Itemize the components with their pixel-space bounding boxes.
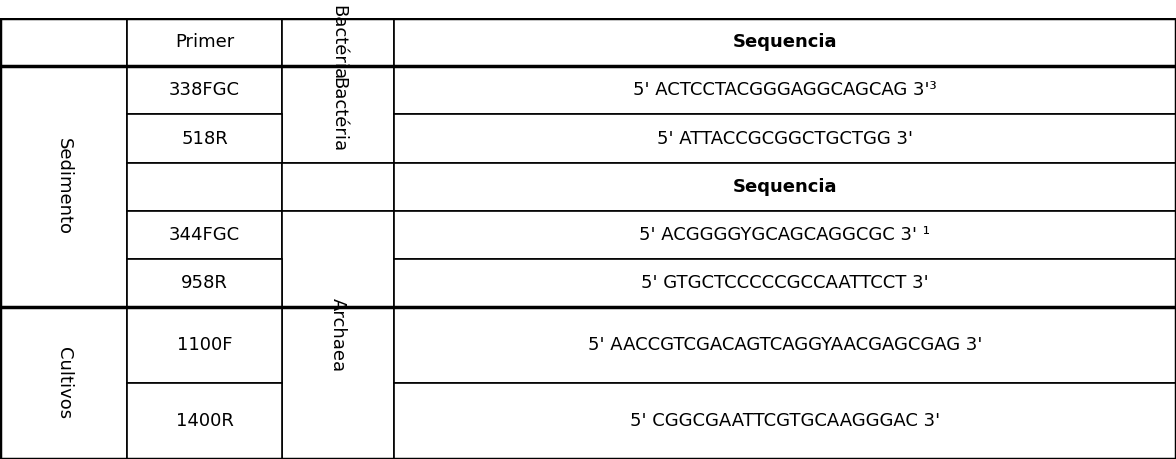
Bar <box>127 18 282 67</box>
Bar <box>127 114 282 162</box>
Bar <box>394 162 1176 211</box>
Text: 5' ATTACCGCGGCTGCTGG 3': 5' ATTACCGCGGCTGCTGG 3' <box>657 129 913 147</box>
Bar <box>394 383 1176 459</box>
Text: Sequencia: Sequencia <box>733 178 837 196</box>
Bar <box>0 67 127 307</box>
Bar <box>394 67 1176 114</box>
Text: 5' ACGGGGYGCAGCAGGCGC 3' ¹: 5' ACGGGGYGCAGCAGGCGC 3' ¹ <box>640 226 930 244</box>
Text: 1400R: 1400R <box>175 412 234 430</box>
Text: Primer: Primer <box>175 34 234 51</box>
Text: Sequencia: Sequencia <box>733 34 837 51</box>
Bar <box>0 307 127 459</box>
Text: Cultivos: Cultivos <box>54 347 73 419</box>
Bar <box>127 259 282 307</box>
Text: 958R: 958R <box>181 274 228 292</box>
Bar <box>127 307 282 383</box>
Bar <box>127 162 282 211</box>
Text: 5' GTGCTCCCCCGCCAATTCCT 3': 5' GTGCTCCCCCGCCAATTCCT 3' <box>641 274 929 292</box>
Bar <box>394 18 1176 67</box>
Bar <box>394 307 1176 383</box>
Bar <box>127 67 282 114</box>
Text: 518R: 518R <box>181 129 228 147</box>
Bar <box>282 18 394 67</box>
Text: 338FGC: 338FGC <box>169 81 240 100</box>
Bar <box>394 114 1176 162</box>
Bar <box>282 162 394 211</box>
Bar <box>127 211 282 259</box>
Text: 5' AACCGTCGACAGTCAGGYAACGAGCGAG 3': 5' AACCGTCGACAGTCAGGYAACGAGCGAG 3' <box>588 336 982 354</box>
Bar <box>0 18 127 67</box>
Text: Bactéria: Bactéria <box>329 77 347 152</box>
Text: 5' ACTCCTACGGGAGGCAGCAG 3'³: 5' ACTCCTACGGGAGGCAGCAG 3'³ <box>633 81 937 100</box>
Text: 5' CGGCGAATTCGTGCAAGGGAC 3': 5' CGGCGAATTCGTGCAAGGGAC 3' <box>630 412 940 430</box>
Text: Bactéria: Bactéria <box>329 5 347 80</box>
Text: 344FGC: 344FGC <box>169 226 240 244</box>
Bar <box>127 383 282 459</box>
Bar <box>282 67 394 162</box>
Text: Archaea: Archaea <box>329 298 347 372</box>
Text: 1100F: 1100F <box>176 336 233 354</box>
Text: Sedimento: Sedimento <box>54 138 73 235</box>
Bar <box>394 211 1176 259</box>
Bar <box>282 211 394 459</box>
Bar <box>394 259 1176 307</box>
